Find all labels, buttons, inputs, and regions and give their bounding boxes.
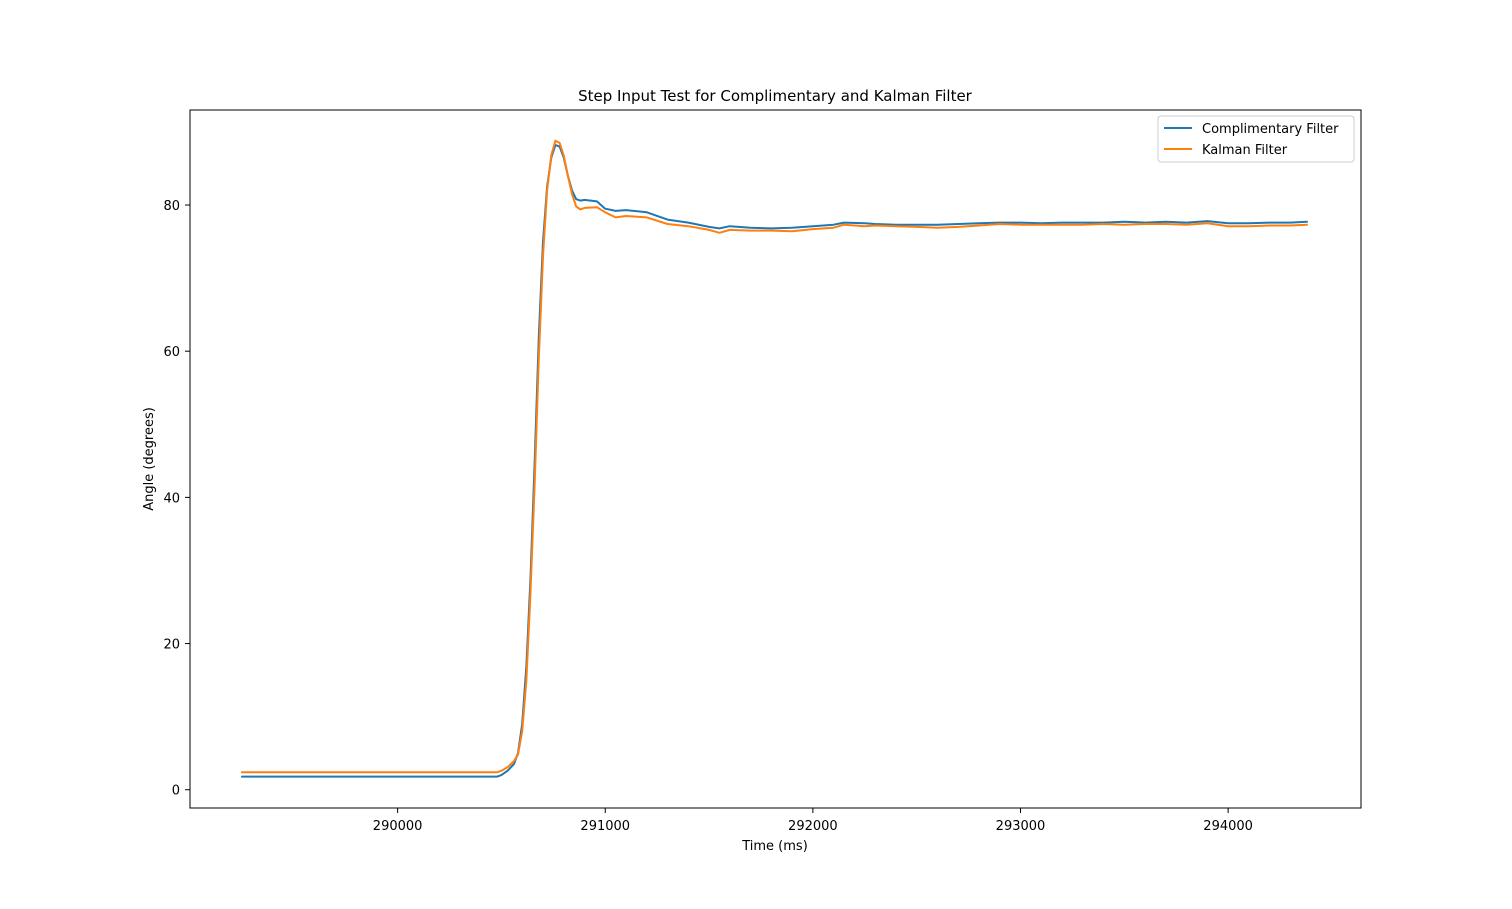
series-line-1 (240, 139, 1308, 774)
y-tick-label: 80 (163, 199, 180, 214)
y-axis-label: Angle (degrees) (142, 407, 157, 511)
y-tick-label: 20 (163, 638, 180, 653)
y-axis-ticks: 0 20 40 60 80 (163, 199, 190, 799)
chart-title: Step Input Test for Complimentary and Ka… (578, 87, 973, 105)
legend-label-kalman: Kalman Filter (1202, 143, 1288, 158)
x-tick-label: 294000 (1203, 819, 1253, 834)
x-tick-label: 293000 (996, 819, 1046, 834)
x-tick-label: 291000 (580, 819, 630, 834)
y-tick-label: 40 (163, 491, 180, 506)
legend-box (1157, 115, 1355, 163)
y-tick-label: 60 (163, 345, 180, 360)
x-axis-ticks: 290000 291000 292000 293000 294000 (373, 808, 1253, 834)
x-axis-label: Time (ms) (741, 839, 808, 854)
legend-label-complimentary: Complimentary Filter (1202, 122, 1339, 137)
x-tick-label: 292000 (788, 819, 838, 834)
y-tick-label: 0 (172, 784, 180, 799)
axes-frame (189, 109, 1362, 809)
legend: Complimentary Filter Kalman Filter (1157, 115, 1355, 163)
plot-lines (240, 139, 1308, 778)
x-tick-label: 290000 (373, 819, 423, 834)
